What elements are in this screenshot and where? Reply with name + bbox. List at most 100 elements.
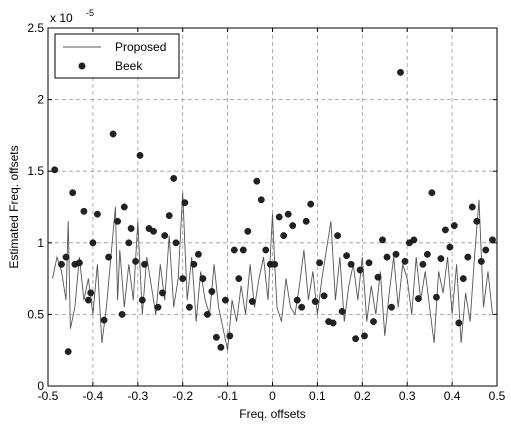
beek-point [221,296,229,304]
beek-point [370,318,377,325]
beek-point [379,236,386,244]
beek-point [170,174,178,182]
beek-point [69,189,77,197]
beek-point [347,260,355,268]
beek-point [468,203,476,211]
beek-point [419,260,427,268]
beek-point [118,310,126,318]
beek-point [159,289,166,297]
legend: Proposed Beek [54,33,180,79]
beek-point [428,189,436,197]
x-tick-label: 0.1 [309,389,326,403]
beek-point [423,250,431,258]
beek-point [446,243,454,251]
beek-point [311,298,319,305]
beek-point [154,303,162,311]
beek-point [239,246,247,254]
beek-point [85,296,92,304]
beek-point [284,210,292,218]
legend-entry-proposed: Proposed [115,40,166,54]
beek-point [212,333,220,341]
beek-point [199,275,207,282]
beek-point [383,253,391,261]
beek-point [289,222,297,230]
beek-point [397,69,404,76]
beek-point [473,217,481,225]
beek-point [455,319,463,327]
beek-point [414,295,422,302]
beek-point [150,227,157,235]
beek-point [141,260,148,268]
y-axis-title: Estimated Freq. offsets [7,145,21,268]
x-tick-label: -0.3 [127,389,148,403]
beek-point [100,316,108,324]
y-tick-label: 2 [37,93,44,107]
beek-point [217,343,225,351]
x-tick-label: 0.3 [399,389,416,403]
y-tick-label: 0 [37,379,44,393]
y-axis-exponent: x 10 [50,11,73,25]
beek-point [253,177,261,185]
beek-point [230,246,238,254]
beek-point [441,226,449,234]
x-tick-label: -0.1 [217,389,238,403]
beek-point [257,196,265,204]
beek-point [80,207,88,215]
beek-point [482,246,490,254]
beek-point [125,239,133,247]
beek-point [459,275,467,282]
beek-point [94,210,101,218]
beek-point [338,308,346,315]
beek-point [437,255,445,263]
beek-point [64,348,72,355]
beek-point [161,232,169,240]
beek-point [275,213,283,221]
beek-point [136,151,144,159]
beek-point [489,236,496,244]
beek-point [298,303,306,311]
beek-point [87,289,95,297]
beek-point [105,253,113,261]
beek-point [356,266,364,274]
beek-point [109,130,117,138]
beek-point [89,239,97,247]
beek-point [127,225,135,232]
x-tick-label: -0.4 [83,389,104,403]
beek-point [120,203,128,211]
beek-point [248,298,256,305]
x-axis-title: Freq. offsets [239,407,305,421]
beek-point [464,253,472,261]
y-tick-label: 0.5 [27,307,44,321]
beek-point [132,257,140,265]
beek-point [361,332,368,340]
x-tick-label: -0.5 [38,389,59,403]
beek-point [352,335,359,343]
beek-point [62,253,70,261]
beek-point [392,250,400,258]
beek-point [76,259,83,267]
beek-point [235,275,243,282]
beek-point [203,310,211,318]
beek-point [334,232,341,240]
beek-point [388,303,395,311]
legend-box [54,33,180,79]
beek-point [320,292,328,300]
beek-point [181,199,189,207]
beek-point [114,217,122,225]
beek-point [226,332,234,340]
beek-point [194,250,202,258]
beek-point [293,296,301,304]
y-tick-label: 1.5 [27,164,44,178]
beek-point [374,273,382,281]
beek-point [190,260,198,268]
x-tick-label: -0.2 [172,389,193,403]
series-proposed-line [52,192,493,351]
beek-point [280,232,288,240]
beek-point [302,217,310,225]
legend-marker-sample [78,62,86,70]
beek-point [262,246,270,254]
beek-point [208,288,216,295]
beek-point [410,236,418,244]
beek-point [450,222,458,230]
beek-point [179,275,187,282]
